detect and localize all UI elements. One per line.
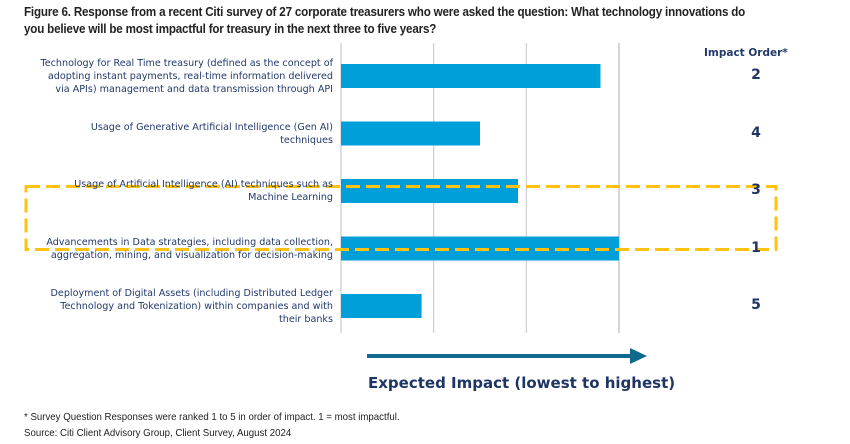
category-label: Advancements in Data strategies, includi… — [46, 236, 333, 262]
category-label: Deployment of Digital Assets (including … — [51, 287, 333, 326]
category-label-line: Technology for Real Time treasury (defin… — [40, 57, 334, 69]
category-label-line: adopting instant payments, real-time inf… — [47, 70, 333, 82]
category-label-line: aggregation, mining, and visualization f… — [50, 249, 333, 261]
category-label: Technology for Real Time treasury (defin… — [41, 57, 334, 96]
impact-arrow-head — [630, 348, 647, 364]
footnote: * Survey Question Responses were ranked … — [24, 411, 400, 423]
category-label: Usage of Artificial Intelligence (AI) te… — [74, 178, 333, 204]
impact-order-value: 5 — [751, 297, 761, 313]
impact-order-value: 2 — [751, 67, 761, 83]
category-label-line: Deployment of Digital Assets (including … — [50, 287, 333, 299]
category-label-line: techniques — [280, 134, 333, 146]
category-label-line: Advancements in Data strategies, includi… — [46, 236, 333, 248]
category-label-line: Usage of Generative Artificial Intellige… — [90, 121, 333, 133]
category-label-line: Technology and Tokenization) within comp… — [60, 300, 333, 312]
bar — [341, 121, 480, 146]
category-label-line: Machine Learning — [248, 192, 333, 203]
impact-order-value: 1 — [751, 239, 761, 256]
category-label: Usage of Generative Artificial Intellige… — [91, 121, 333, 147]
x-axis-label: Expected Impact (lowest to highest) — [368, 374, 676, 392]
bar — [341, 179, 518, 203]
category-label-line: their banks — [278, 313, 333, 325]
impact-order-value: 4 — [751, 124, 761, 141]
category-label-line: via APIs) management and data transmissi… — [55, 83, 333, 95]
bar — [341, 64, 601, 88]
impact-order-header: Impact Order* — [704, 47, 788, 59]
highlight-box — [24, 185, 778, 251]
bar — [341, 294, 422, 318]
category-label-line: Usage of Artificial Intelligence (AI) te… — [74, 179, 333, 190]
figure-title: Figure 6. Response from a recent Citi su… — [24, 5, 746, 36]
source-note: Source: Citi Client Advisory Group, Clie… — [24, 427, 292, 439]
impact-order-value: 3 — [751, 182, 761, 198]
